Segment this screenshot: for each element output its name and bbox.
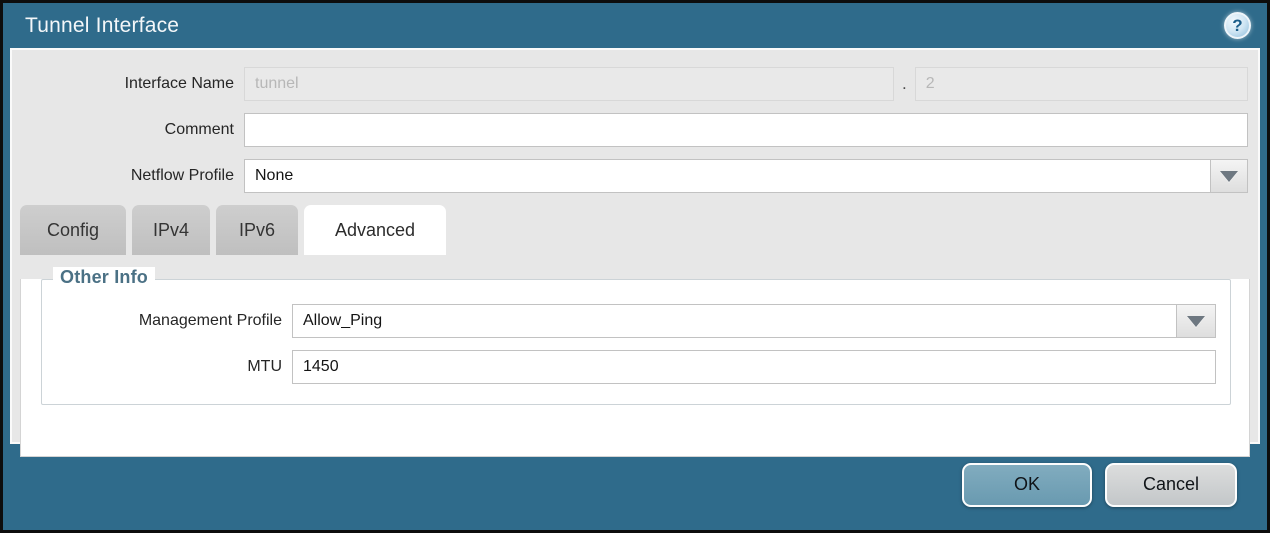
tab-config[interactable]: Config (20, 205, 126, 255)
dialog-title: Tunnel Interface (25, 13, 180, 37)
management-profile-row: Management Profile (42, 304, 1216, 338)
management-profile-dropdown-button[interactable] (1176, 304, 1216, 338)
dialog-footer: OK Cancel (10, 445, 1260, 524)
comment-input[interactable] (244, 113, 1248, 147)
management-profile-label: Management Profile (138, 312, 282, 329)
netflow-profile-combobox (244, 159, 1248, 193)
dialog-titlebar: Tunnel Interface ? (3, 3, 1267, 48)
interface-name-input[interactable] (244, 67, 894, 101)
subinterface-separator: . (902, 74, 907, 93)
comment-label: Comment (164, 121, 234, 138)
comment-row: Comment (12, 113, 1248, 147)
mtu-input[interactable] (292, 350, 1216, 384)
chevron-down-icon (1187, 315, 1205, 327)
other-info-fieldset: Other Info Management Profile MTU (41, 267, 1231, 405)
management-profile-input[interactable] (292, 304, 1176, 338)
netflow-profile-input[interactable] (244, 159, 1210, 193)
tab-bar: Config IPv4 IPv6 Advanced (20, 205, 1258, 255)
dialog-body: Interface Name . Comment Netflow Profile… (10, 48, 1260, 457)
interface-name-row: Interface Name . (12, 67, 1248, 101)
mtu-label: MTU (247, 358, 282, 375)
tab-ipv4[interactable]: IPv4 (132, 205, 210, 255)
chevron-down-icon (1220, 170, 1238, 182)
netflow-profile-dropdown-button[interactable] (1210, 159, 1248, 193)
tab-ipv6[interactable]: IPv6 (216, 205, 298, 255)
advanced-tab-panel: Other Info Management Profile MTU (20, 267, 1250, 457)
interface-name-label: Interface Name (124, 75, 234, 92)
management-profile-combobox (292, 304, 1216, 338)
ok-button[interactable]: OK (962, 462, 1092, 507)
netflow-profile-label: Netflow Profile (130, 167, 234, 184)
mtu-row: MTU (42, 350, 1216, 384)
netflow-profile-row: Netflow Profile (12, 159, 1248, 193)
subinterface-number-input[interactable] (914, 67, 1248, 101)
tab-advanced[interactable]: Advanced (304, 205, 446, 255)
cancel-button[interactable]: Cancel (1105, 462, 1237, 507)
help-icon[interactable]: ? (1224, 12, 1251, 39)
other-info-legend: Other Info (53, 267, 155, 288)
